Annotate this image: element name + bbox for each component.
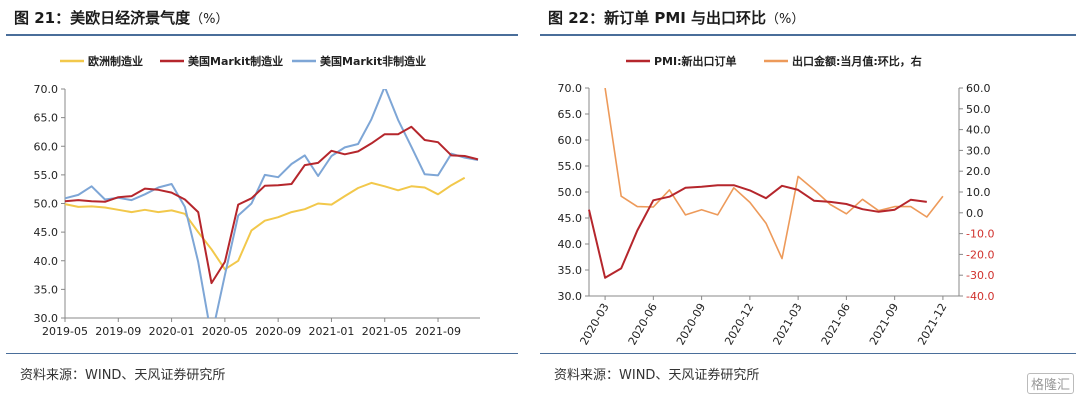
x-tick-label: 2021-05: [362, 325, 408, 338]
y2-tick-label: 20.0: [966, 165, 991, 178]
x-tick-label: 2020-12: [722, 301, 756, 347]
y2-tick-label: 10.0: [966, 186, 991, 199]
chart-panel-right: 图 22：新订单 PMI 与出口环比（%） 30.0 35.0 40.0 45.0 50…: [534, 0, 1080, 400]
series-line: [64, 125, 479, 285]
chart-panel-left: 图 21：美欧日经济景气度（%） 30.0 35.0 40.0 45.0 50.0 55.…: [0, 0, 522, 400]
y-tick-label: 60.0: [34, 140, 59, 153]
x-tick-label: 2021-06: [819, 301, 853, 347]
y-tick-label: 55.0: [558, 160, 583, 173]
x-tick-label: 2020-05: [202, 325, 248, 338]
chart-plot: 30.0 35.0 40.0 45.0 50.0 55.0 60.0 65.0 70.0 -40.…: [558, 54, 995, 347]
x-tick-label: 2020-03: [577, 301, 611, 347]
title-rule: [540, 34, 1076, 36]
series-line: [604, 88, 944, 260]
y2-tick-label: 0.0: [966, 207, 984, 220]
y2-tick-label: 50.0: [966, 103, 991, 116]
x-tick-label: 2021-01: [308, 325, 354, 338]
legend-item: 欧洲制造业: [60, 54, 143, 68]
chart-unit: （%）: [766, 12, 805, 27]
source-note: 资料来源：WIND、天风证券研究所: [554, 368, 760, 383]
chart-title: 图 21：美欧日经济景气度（%）: [14, 9, 229, 27]
y-tick-label: 30.0: [558, 290, 583, 303]
y-tick-label: 60.0: [558, 134, 583, 147]
y2-tick-label: 40.0: [966, 124, 991, 137]
y-tick-label: 65.0: [34, 112, 59, 125]
chart-unit: （%）: [190, 12, 229, 27]
y-tick-label: 55.0: [34, 169, 59, 182]
title-rule: [6, 34, 518, 36]
series-line: [64, 176, 466, 271]
x-tick-label: 2021-09: [415, 325, 461, 338]
series-line: [64, 89, 479, 318]
legend-item: 美国Markit制造业: [160, 54, 283, 68]
y-tick-label: 35.0: [34, 283, 59, 296]
watermark-logo: 格隆汇: [1026, 373, 1074, 394]
x-tick-label: 2020-09: [674, 301, 708, 347]
legend-label: 出口金额:当月值:环比，右: [792, 54, 922, 68]
legend-label: PMI:新出口订单: [654, 54, 737, 68]
y2-tick-label: -10.0: [966, 228, 994, 241]
y-tick-label: 35.0: [558, 264, 583, 277]
x-tick-label: 2020-01: [149, 325, 195, 338]
x-tick-label: 2021-09: [867, 301, 901, 347]
source-note: 资料来源：WIND、天风证券研究所: [20, 368, 226, 383]
y2-tick-label: 60.0: [966, 82, 991, 95]
legend-label: 美国Markit非制造业: [320, 54, 426, 68]
y2-tick-label: -20.0: [966, 248, 994, 261]
y-tick-label: 40.0: [558, 238, 583, 251]
source-rule: [6, 353, 518, 354]
legend-label: 欧洲制造业: [88, 54, 143, 68]
legend-label: 美国Markit制造业: [188, 54, 283, 68]
y-tick-label: 50.0: [558, 186, 583, 199]
chart-plot: 30.0 35.0 40.0 45.0 50.0 55.0 60.0 65.0 70.0 2019…: [34, 54, 480, 338]
y-tick-label: 50.0: [34, 198, 59, 211]
x-tick-label: 2020-09: [255, 325, 301, 338]
chart-title: 图 22：新订单 PMI 与出口环比（%）: [548, 9, 805, 27]
legend-item: PMI:新出口订单: [626, 54, 737, 68]
y-tick-label: 45.0: [558, 212, 583, 225]
y-tick-label: 40.0: [34, 255, 59, 268]
y-tick-label: 65.0: [558, 108, 583, 121]
series-line: [588, 184, 927, 279]
legend-item: 美国Markit非制造业: [292, 54, 426, 68]
legend-item: 出口金额:当月值:环比，右: [764, 54, 922, 68]
x-tick-label: 2021-12: [915, 301, 949, 347]
y-tick-label: 30.0: [34, 312, 59, 325]
source-rule: [540, 353, 1076, 354]
x-tick-label: 2020-06: [626, 301, 660, 347]
y2-tick-label: -40.0: [966, 290, 994, 303]
x-tick-label: 2019-05: [42, 325, 88, 338]
y-tick-label: 70.0: [558, 82, 583, 95]
y2-tick-label: -30.0: [966, 269, 994, 282]
y-tick-label: 45.0: [34, 226, 59, 239]
x-tick-label: 2021-03: [770, 301, 804, 347]
y2-tick-label: 30.0: [966, 144, 991, 157]
y-tick-label: 70.0: [34, 83, 59, 96]
x-tick-label: 2019-09: [95, 325, 141, 338]
